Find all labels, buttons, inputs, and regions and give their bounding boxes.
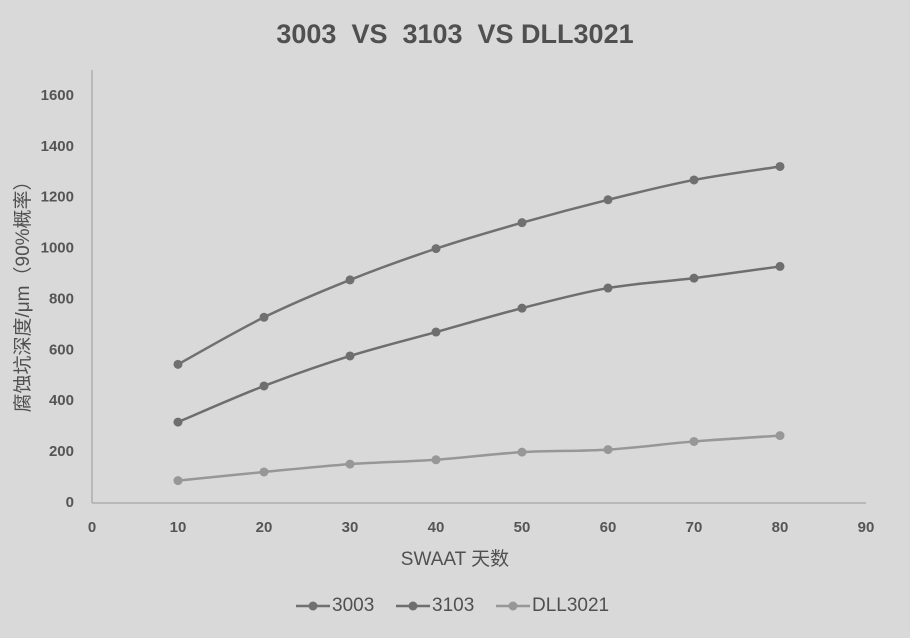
data-point bbox=[345, 351, 355, 361]
data-point bbox=[173, 359, 183, 369]
x-axis-title: SWAAT 天数 bbox=[401, 548, 509, 570]
y-tick-label: 1400 bbox=[41, 138, 74, 155]
y-tick-label: 800 bbox=[49, 290, 74, 307]
data-point bbox=[775, 161, 785, 171]
y-tick-label: 1000 bbox=[41, 240, 74, 257]
data-point bbox=[689, 273, 699, 283]
legend-marker bbox=[308, 601, 318, 611]
x-tick-label: 0 bbox=[88, 519, 96, 536]
legend-label: 3003 bbox=[332, 595, 374, 616]
x-tick-label: 50 bbox=[514, 519, 531, 536]
series-line bbox=[177, 265, 781, 424]
data-point bbox=[517, 303, 527, 313]
data-point bbox=[775, 431, 785, 441]
series-line bbox=[177, 434, 781, 482]
y-tick-label: 600 bbox=[49, 341, 74, 358]
x-tick-label: 20 bbox=[256, 519, 273, 536]
y-tick-label: 400 bbox=[49, 392, 74, 409]
data-point bbox=[431, 327, 441, 337]
data-point bbox=[689, 175, 699, 185]
legend-marker bbox=[408, 601, 418, 611]
data-point bbox=[517, 447, 527, 457]
data-point bbox=[431, 455, 441, 465]
x-tick-label: 70 bbox=[686, 519, 703, 536]
data-point bbox=[603, 195, 613, 205]
data-point bbox=[259, 312, 269, 322]
data-point bbox=[775, 261, 785, 271]
data-point bbox=[431, 244, 441, 254]
y-tick-label: 1200 bbox=[41, 189, 74, 206]
data-point bbox=[603, 445, 613, 455]
x-tick-label: 30 bbox=[342, 519, 359, 536]
data-point bbox=[173, 417, 183, 427]
data-point bbox=[603, 283, 613, 293]
x-tick-label: 90 bbox=[858, 519, 875, 536]
data-point bbox=[517, 218, 527, 228]
data-point bbox=[259, 381, 269, 391]
y-tick-label: 1600 bbox=[41, 87, 74, 104]
x-tick-label: 80 bbox=[772, 519, 789, 536]
y-axis-title: 腐蚀坑深度/μm（90%概率） bbox=[12, 171, 34, 412]
legend-label: DLL3021 bbox=[532, 595, 609, 616]
y-tick-label: 200 bbox=[49, 443, 74, 460]
x-tick-label: 40 bbox=[428, 519, 445, 536]
data-point bbox=[345, 275, 355, 285]
data-point bbox=[173, 476, 183, 486]
data-point bbox=[345, 459, 355, 469]
chart-title: 3003 VS 3103 VS DLL3021 bbox=[276, 19, 633, 49]
series-line bbox=[177, 165, 781, 366]
x-tick-label: 60 bbox=[600, 519, 617, 536]
legend-label: 3103 bbox=[432, 595, 474, 616]
y-tick-label: 0 bbox=[66, 494, 74, 511]
data-point bbox=[259, 467, 269, 477]
legend-marker bbox=[508, 601, 518, 611]
x-tick-label: 10 bbox=[170, 519, 187, 536]
data-point bbox=[689, 436, 699, 446]
